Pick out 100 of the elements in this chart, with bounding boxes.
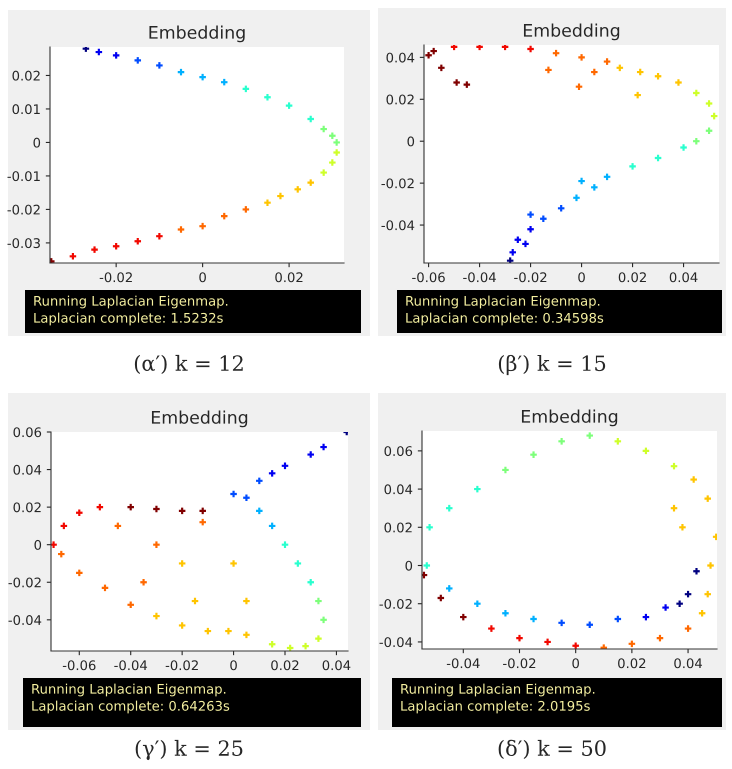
x-tick-label: -0.04 bbox=[463, 272, 496, 282]
text: Laplacian complete: 0.64263s bbox=[32, 700, 230, 714]
point bbox=[676, 600, 683, 607]
point bbox=[680, 144, 687, 151]
point bbox=[693, 568, 700, 574]
point bbox=[282, 541, 288, 548]
y-tick-label: 0.02 bbox=[12, 70, 40, 81]
point bbox=[527, 211, 534, 218]
point bbox=[506, 257, 514, 263]
point bbox=[540, 216, 547, 222]
point bbox=[604, 174, 610, 180]
point bbox=[225, 628, 232, 634]
point bbox=[438, 594, 444, 602]
point bbox=[76, 510, 83, 516]
point bbox=[446, 585, 453, 592]
point bbox=[662, 604, 669, 611]
x-tick-label: 0.02 bbox=[618, 272, 646, 282]
point bbox=[578, 54, 585, 61]
x-tick-label: 0.02 bbox=[271, 660, 298, 670]
point bbox=[91, 246, 98, 253]
point bbox=[286, 644, 294, 651]
y-tick-label: -0.01 bbox=[7, 171, 40, 182]
y-tick-label: -0.03 bbox=[7, 238, 40, 248]
point bbox=[268, 522, 276, 530]
point bbox=[530, 451, 537, 458]
point bbox=[307, 116, 314, 122]
point bbox=[502, 610, 509, 617]
point bbox=[277, 192, 284, 200]
point bbox=[614, 438, 622, 445]
point bbox=[140, 579, 147, 586]
y-tick-label: 0.04 bbox=[384, 484, 412, 494]
point bbox=[424, 562, 430, 569]
point bbox=[654, 72, 662, 80]
point bbox=[178, 68, 184, 76]
point bbox=[199, 222, 206, 230]
point bbox=[282, 462, 288, 470]
point bbox=[684, 590, 692, 598]
point bbox=[552, 50, 560, 56]
point bbox=[243, 494, 250, 501]
x-tick-label: -0.06 bbox=[62, 660, 96, 670]
x-tick-label: -0.02 bbox=[166, 660, 198, 670]
point bbox=[114, 522, 122, 530]
point bbox=[558, 205, 564, 212]
point bbox=[706, 100, 712, 107]
point bbox=[438, 64, 445, 72]
point bbox=[544, 638, 551, 646]
y-tick-label: 0.04 bbox=[13, 464, 42, 475]
point bbox=[573, 194, 580, 202]
x-tick-label: 0.04 bbox=[674, 658, 702, 668]
point bbox=[670, 462, 678, 470]
point bbox=[474, 486, 481, 492]
y-tick-label: -0.04 bbox=[381, 220, 414, 230]
y-tick-label: 0.02 bbox=[384, 522, 412, 532]
point bbox=[178, 560, 186, 567]
point bbox=[320, 616, 327, 624]
y-tick-label: 0 bbox=[34, 540, 42, 550]
point bbox=[558, 620, 565, 626]
text: Running Laplacian Eigenmap. bbox=[34, 296, 228, 308]
point bbox=[329, 132, 336, 139]
point bbox=[220, 212, 228, 220]
point bbox=[600, 644, 608, 649]
point bbox=[578, 178, 585, 184]
point bbox=[636, 68, 644, 76]
point bbox=[628, 640, 636, 648]
point bbox=[307, 451, 314, 458]
point bbox=[329, 159, 336, 166]
point bbox=[199, 508, 206, 514]
point bbox=[243, 598, 250, 604]
y-tick-label: 0.02 bbox=[13, 502, 41, 512]
text: Running Laplacian Eigenmap. bbox=[406, 296, 600, 308]
point bbox=[153, 612, 160, 620]
chart-title: Embedding bbox=[522, 409, 618, 426]
point bbox=[642, 448, 650, 454]
point bbox=[230, 490, 237, 498]
point bbox=[654, 154, 662, 162]
point bbox=[178, 226, 184, 233]
y-tick-label: -0.04 bbox=[8, 615, 42, 626]
point bbox=[268, 640, 276, 648]
point bbox=[690, 476, 697, 483]
point bbox=[509, 249, 516, 256]
point bbox=[502, 466, 509, 474]
point bbox=[422, 572, 428, 578]
chart-title: Embedding bbox=[149, 25, 245, 42]
x-tick-label: -0.02 bbox=[514, 272, 546, 282]
point bbox=[530, 616, 537, 622]
x-tick-label: 0 bbox=[578, 272, 585, 282]
point bbox=[294, 560, 302, 567]
point bbox=[516, 634, 523, 642]
point bbox=[693, 90, 700, 96]
point bbox=[315, 635, 322, 642]
point bbox=[320, 444, 327, 450]
point bbox=[178, 622, 186, 629]
point bbox=[307, 579, 314, 586]
y-tick-label: 0.04 bbox=[386, 52, 414, 63]
point bbox=[264, 199, 271, 206]
text: Laplacian complete: 2.0195s bbox=[401, 700, 590, 714]
point bbox=[450, 45, 458, 50]
point bbox=[426, 524, 433, 531]
point bbox=[545, 66, 552, 74]
point bbox=[268, 470, 276, 477]
